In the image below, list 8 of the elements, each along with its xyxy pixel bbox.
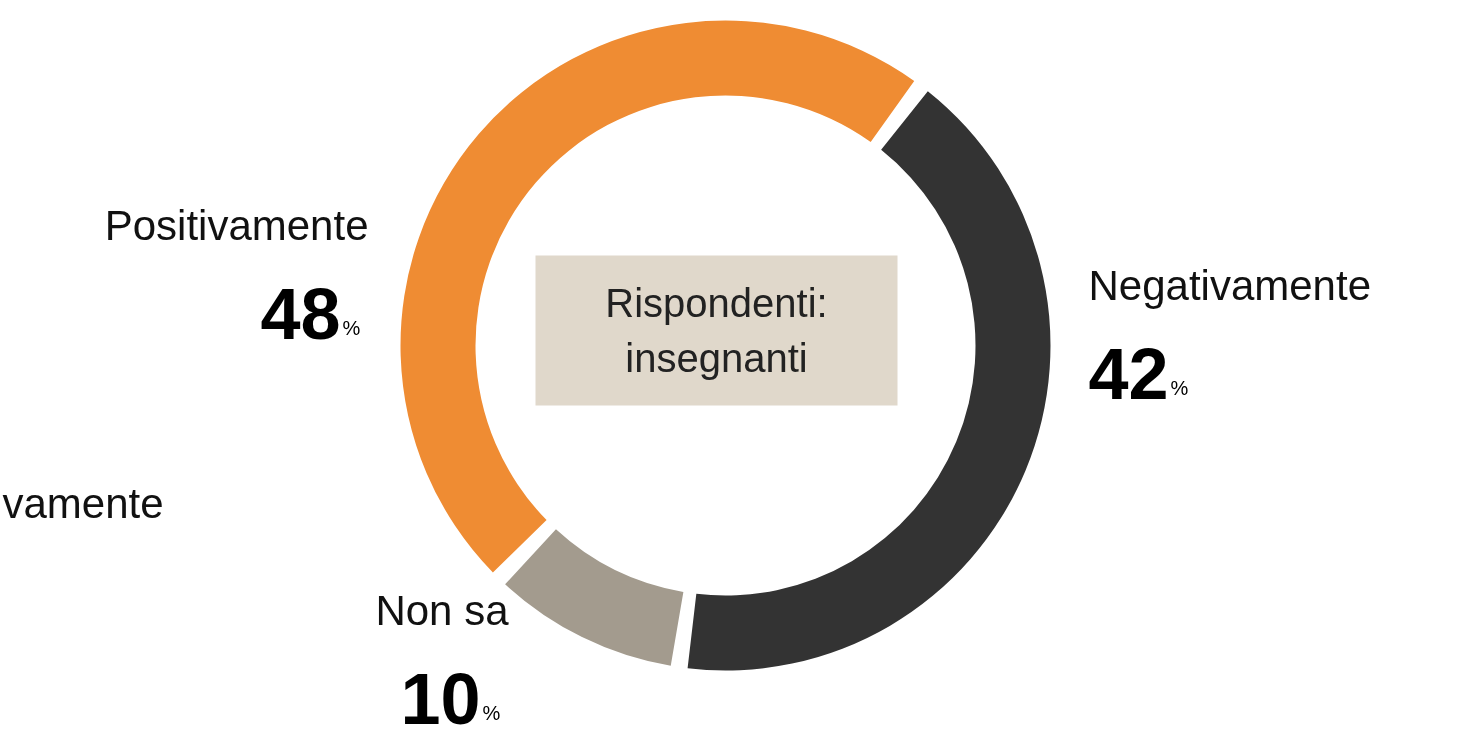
data-label: 10% [400,658,501,739]
data-label: 48% [260,273,361,354]
slice-label: Non sa [375,587,510,634]
slice-label: Positivamente [104,202,369,249]
data-label: 42% [1088,333,1189,414]
slice-label: Negativamente [1088,262,1371,309]
text: vamente [2,480,164,527]
text: Rispondenti: insegnanti [605,281,828,380]
